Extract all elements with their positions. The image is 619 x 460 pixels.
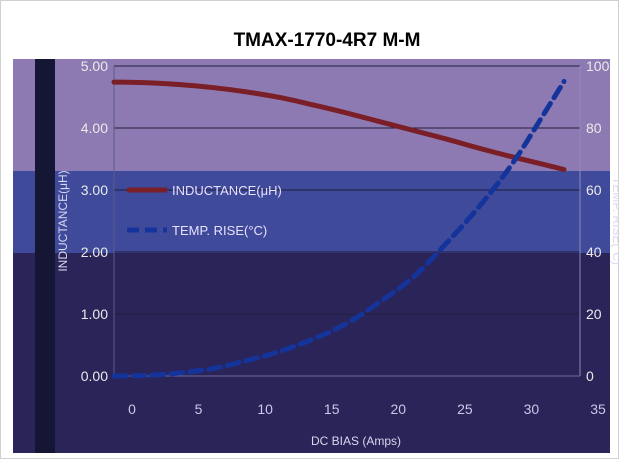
y-tick-right-5: 100 [586, 58, 610, 74]
x-tick-6: 30 [524, 401, 540, 417]
x-tick-1: 5 [195, 401, 203, 417]
x-tick-2: 10 [257, 401, 273, 417]
y-tick-left-1: 1.00 [81, 306, 108, 322]
y-ticks-left: 0.00 1.00 2.00 3.00 4.00 5.00 [81, 58, 108, 384]
y-tick-right-2: 40 [586, 244, 602, 260]
y-tick-left-5: 5.00 [81, 58, 108, 74]
x-tick-3: 15 [324, 401, 340, 417]
legend: INDUCTANCE(μH) TEMP. RISE(°C) [127, 183, 282, 238]
plot-band-upper [13, 59, 610, 171]
y-axis-label-left: INDUCTANCE(μH) [56, 170, 70, 271]
y-tick-right-3: 60 [586, 182, 602, 198]
x-tick-0: 0 [128, 401, 136, 417]
x-axis-label: DC BIAS (Amps) [311, 434, 401, 448]
plot-band-lower [13, 253, 610, 453]
y-tick-left-0: 0.00 [81, 368, 108, 384]
y-ticks-right: 0 20 40 60 80 100 [586, 58, 610, 384]
y-tick-right-0: 0 [586, 368, 594, 384]
x-ticks: 0 5 10 15 20 25 30 35 [128, 401, 606, 417]
y-tick-right-1: 20 [586, 306, 602, 322]
x-tick-5: 25 [457, 401, 473, 417]
x-tick-4: 20 [390, 401, 406, 417]
y-tick-left-3: 3.00 [81, 182, 108, 198]
series-line-temp-rise [111, 79, 567, 379]
left-dark-strip [35, 59, 55, 453]
legend-label-inductance: INDUCTANCE(μH) [172, 183, 282, 198]
y-tick-left-4: 4.00 [81, 120, 108, 136]
chart-title: TMAX-1770-4R7 M-M [234, 30, 421, 51]
y2-axis-label-right: TEMP. RISE(°C) [610, 177, 619, 265]
series-line-inductance [111, 79, 567, 172]
x-tick-7: 35 [590, 401, 606, 417]
legend-label-temp: TEMP. RISE(°C) [172, 223, 267, 238]
plot-band-middle [13, 171, 610, 253]
y-tick-right-4: 80 [586, 120, 602, 136]
y-tick-left-2: 2.00 [81, 244, 108, 260]
series [111, 79, 567, 379]
